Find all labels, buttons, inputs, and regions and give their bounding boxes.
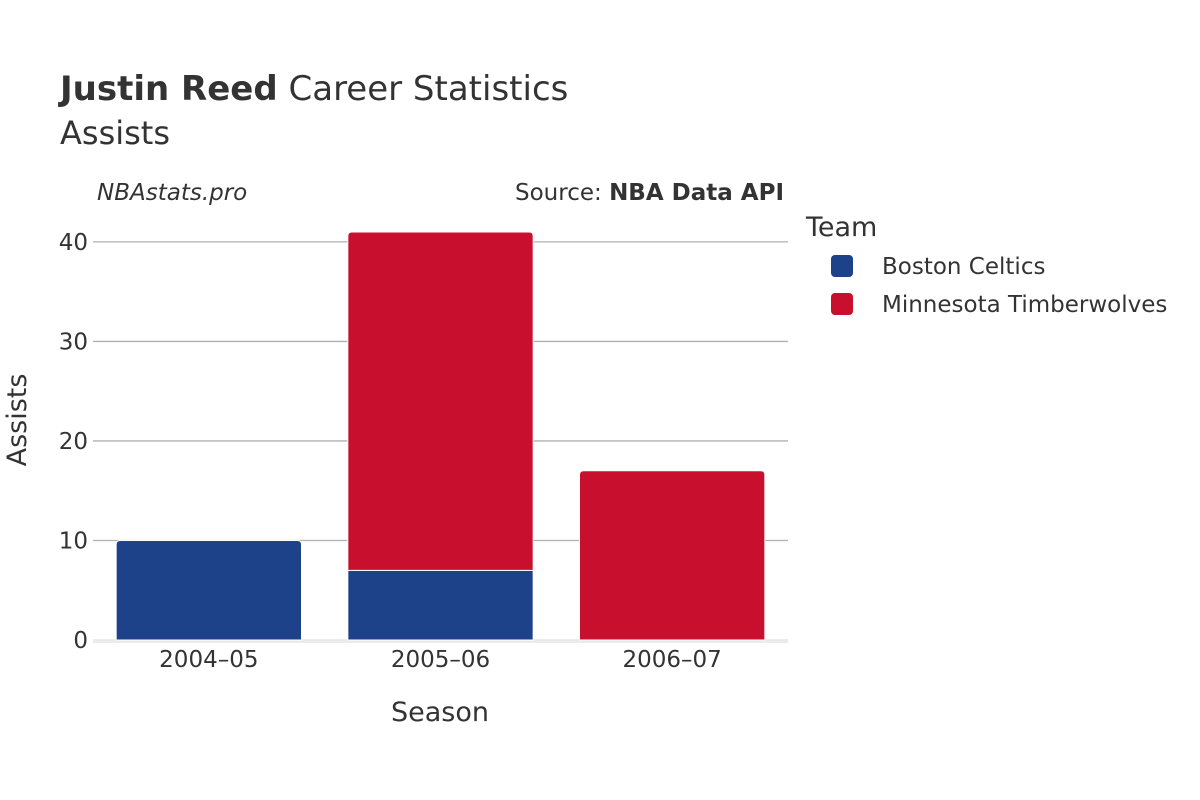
bar-minnesota-timberwolves-2[interactable] <box>579 470 766 641</box>
x-axis-title: Season <box>391 697 489 728</box>
x-tick-label: 2005–06 <box>391 647 490 673</box>
x-tick-label: 2004–05 <box>159 647 258 673</box>
legend-label: Minnesota Timberwolves <box>882 292 1167 318</box>
legend-item-minnesota-timberwolves[interactable]: Minnesota Timberwolves <box>831 292 1167 318</box>
bar-boston-celtics-0[interactable] <box>115 539 302 641</box>
bar-boston-celtics-1[interactable] <box>347 569 534 641</box>
chart-title: Justin Reed Career Statistics <box>58 69 568 109</box>
legend-swatch <box>831 293 853 315</box>
y-axis-ticks: 0 10 20 30 40 <box>59 230 88 654</box>
y-tick-label: 10 <box>59 528 88 554</box>
legend-label: Boston Celtics <box>882 254 1045 280</box>
x-tick-label: 2006–07 <box>623 647 722 673</box>
legend-item-boston-celtics[interactable]: Boston Celtics <box>831 254 1045 280</box>
legend-swatch <box>831 255 853 277</box>
chart-title-rest: Career Statistics <box>278 69 569 109</box>
y-tick-label: 0 <box>73 628 88 654</box>
source-prefix: Source: <box>515 180 609 206</box>
y-tick-label: 30 <box>59 329 88 355</box>
bars <box>115 231 766 641</box>
chart-subtitle: Assists <box>60 114 170 152</box>
legend-title: Team <box>805 212 877 243</box>
legend[interactable]: Boston Celtics Minnesota Timberwolves <box>831 254 1167 318</box>
x-axis-ticks: 2004–05 2005–06 2006–07 <box>159 647 722 673</box>
y-axis-title: Assists <box>2 374 33 467</box>
y-tick-label: 20 <box>59 429 88 455</box>
bar-minnesota-timberwolves-1[interactable] <box>347 231 534 571</box>
y-tick-label: 40 <box>59 230 88 256</box>
source-text: Source: NBA Data API <box>515 180 784 206</box>
source-name: NBA Data API <box>609 180 784 206</box>
chart-title-player: Justin Reed <box>58 69 278 109</box>
watermark-text: NBAstats.pro <box>97 180 247 206</box>
